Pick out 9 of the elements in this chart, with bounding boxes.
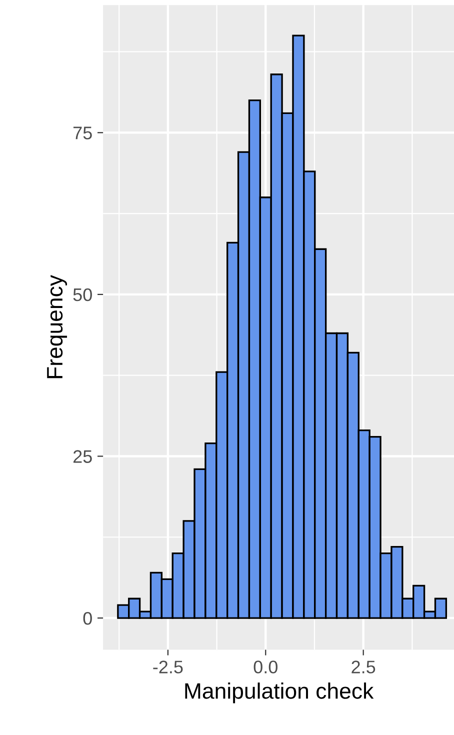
y-tick-label: 50 — [73, 288, 92, 302]
x-axis-title: Manipulation check — [185, 682, 374, 704]
x-tick-label: 2.5 — [352, 660, 376, 674]
y-axis-title: Frequency — [47, 274, 68, 378]
y-tick-label: 0 — [83, 612, 92, 625]
y-tick-label: 25 — [73, 450, 92, 463]
x-tick-label: 0.0 — [254, 660, 278, 674]
y-tick-label: 75 — [73, 126, 92, 140]
x-tick-label: -2.5 — [153, 660, 183, 674]
